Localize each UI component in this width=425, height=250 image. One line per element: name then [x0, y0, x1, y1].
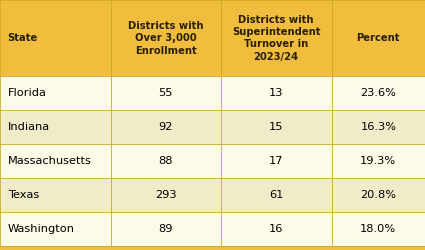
Text: Washington: Washington — [8, 224, 75, 234]
Bar — [110, 178, 221, 212]
Bar — [0, 212, 110, 246]
Bar — [110, 0, 221, 76]
Bar — [110, 110, 221, 144]
Text: Florida: Florida — [8, 88, 46, 98]
Text: 61: 61 — [269, 190, 283, 200]
Bar — [110, 144, 221, 178]
Text: 89: 89 — [159, 224, 173, 234]
Text: 92: 92 — [159, 122, 173, 132]
Bar — [221, 76, 332, 110]
Bar — [221, 178, 332, 212]
Bar — [332, 212, 425, 246]
Text: 13: 13 — [269, 88, 283, 98]
Bar — [332, 110, 425, 144]
Text: Texas: Texas — [8, 190, 39, 200]
Text: 20.8%: 20.8% — [360, 190, 396, 200]
Bar — [0, 178, 110, 212]
Bar — [0, 110, 110, 144]
Bar — [332, 144, 425, 178]
Text: 293: 293 — [155, 190, 176, 200]
Text: 55: 55 — [159, 88, 173, 98]
Bar — [221, 144, 332, 178]
Text: 15: 15 — [269, 122, 283, 132]
Text: 16.3%: 16.3% — [360, 122, 396, 132]
Bar — [221, 110, 332, 144]
Text: Percent: Percent — [357, 33, 400, 43]
Text: 19.3%: 19.3% — [360, 156, 396, 166]
Text: 88: 88 — [159, 156, 173, 166]
Text: 16: 16 — [269, 224, 283, 234]
Text: Districts with
Over 3,000
Enrollment: Districts with Over 3,000 Enrollment — [128, 21, 204, 56]
Bar — [221, 212, 332, 246]
Text: 23.6%: 23.6% — [360, 88, 396, 98]
Bar — [110, 76, 221, 110]
Bar — [332, 0, 425, 76]
Bar — [332, 178, 425, 212]
Text: State: State — [8, 33, 38, 43]
Bar — [0, 0, 110, 76]
Text: Districts with
Superintendent
Turnover in
2023/24: Districts with Superintendent Turnover i… — [232, 14, 320, 62]
Text: Massachusetts: Massachusetts — [8, 156, 91, 166]
Text: 17: 17 — [269, 156, 283, 166]
Bar — [332, 76, 425, 110]
Text: Indiana: Indiana — [8, 122, 50, 132]
Bar — [110, 212, 221, 246]
Bar — [0, 76, 110, 110]
Bar — [221, 0, 332, 76]
Text: 18.0%: 18.0% — [360, 224, 396, 234]
Bar — [0, 144, 110, 178]
